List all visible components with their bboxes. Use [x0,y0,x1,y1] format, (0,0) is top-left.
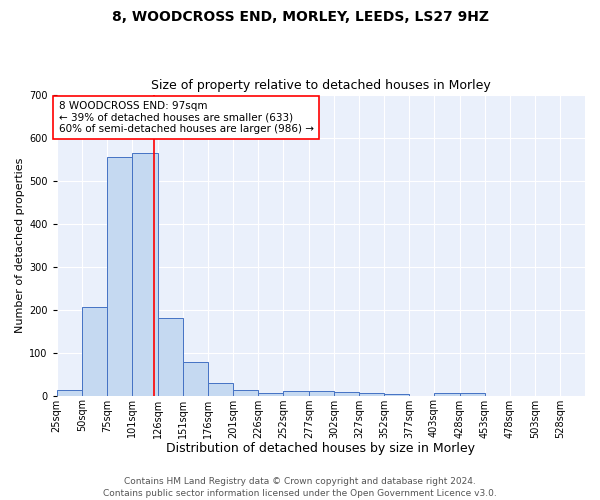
Bar [434,394,460,396]
Bar [208,383,233,396]
Bar [334,392,359,396]
Bar [384,394,409,396]
Text: 8, WOODCROSS END, MORLEY, LEEDS, LS27 9HZ: 8, WOODCROSS END, MORLEY, LEEDS, LS27 9H… [112,10,488,24]
Bar [460,393,485,396]
Bar [309,392,334,396]
Bar [107,157,132,396]
Bar [132,152,158,396]
Text: Contains HM Land Registry data © Crown copyright and database right 2024.
Contai: Contains HM Land Registry data © Crown c… [103,476,497,498]
Title: Size of property relative to detached houses in Morley: Size of property relative to detached ho… [151,79,491,92]
Bar [82,308,107,396]
Bar [233,390,258,396]
Bar [183,362,208,396]
Bar [283,392,309,396]
Bar [56,390,82,396]
X-axis label: Distribution of detached houses by size in Morley: Distribution of detached houses by size … [166,442,475,455]
Bar [359,394,384,396]
Bar [258,394,283,396]
Bar [158,318,183,396]
Y-axis label: Number of detached properties: Number of detached properties [15,158,25,332]
Text: 8 WOODCROSS END: 97sqm
← 39% of detached houses are smaller (633)
60% of semi-de: 8 WOODCROSS END: 97sqm ← 39% of detached… [59,101,314,134]
